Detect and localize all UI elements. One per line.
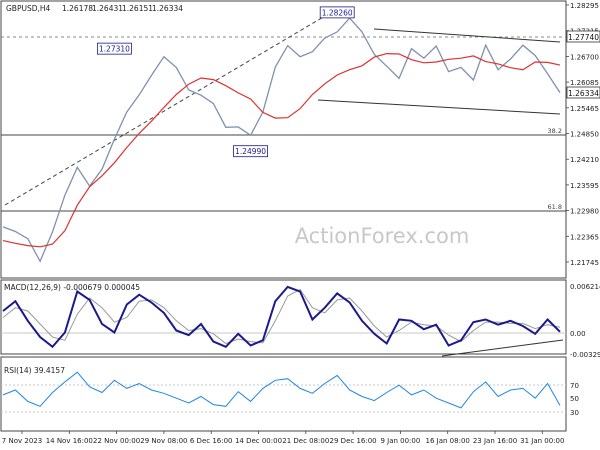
annotation-box — [97, 42, 132, 55]
x-tick-label: 31 Jan 00:00 — [520, 437, 564, 445]
annotation-label: 1.27310 — [99, 45, 130, 54]
price-panel-frame — [0, 0, 567, 279]
moving-average-line — [2, 52, 561, 248]
price-tick-label: 1.25465 — [570, 105, 599, 113]
macd-trend-line — [441, 339, 564, 357]
x-tick-label: 9 Jan 00:00 — [380, 437, 420, 445]
x-tick-label: 29 Dec 16:00 — [330, 437, 377, 445]
x-tick-label: 21 Dec 08:00 — [282, 437, 329, 445]
ohlc-open: 1.26178 — [62, 4, 93, 13]
channel-bottom-line — [317, 99, 561, 115]
price-tick-label: 1.22365 — [570, 233, 599, 241]
x-tick-label: 14 Dec 00:00 — [235, 437, 282, 445]
x-tick-label: 7 Nov 2023 — [2, 437, 42, 445]
x-tick-label: 16 Jan 08:00 — [426, 437, 470, 445]
watermark: ActionForex.com — [295, 224, 470, 248]
chart-title: GBPUSD,H4 — [6, 4, 51, 13]
annotation-label: 1.28260 — [322, 8, 353, 17]
macd-tick-label: 0.00 — [570, 330, 586, 338]
x-tick-label: 29 Nov 08:00 — [140, 437, 187, 445]
price-annotation: 1.27310 — [97, 42, 132, 55]
macd-axis: 0.006214 0.00 -0.003292 — [570, 283, 600, 359]
channel-top-line — [373, 28, 561, 43]
current-price-box — [566, 86, 600, 99]
x-tick-label: 14 Nov 16:00 — [46, 437, 93, 445]
line-label-box — [566, 30, 600, 43]
price-tick-label: 1.24210 — [570, 156, 599, 164]
price-tick-label: 1.24850 — [570, 131, 599, 139]
price-annotations: 1.28260 1.27310 1.24990 — [97, 6, 355, 158]
price-series-line — [2, 17, 561, 263]
macd-main-line — [2, 285, 561, 349]
rsi-line — [2, 371, 561, 409]
ohlc-high: 1.26431 — [92, 4, 123, 13]
current-price-text: 1.26334 — [568, 89, 599, 98]
x-tick-label: 23 Jan 16:00 — [473, 437, 517, 445]
price-tick-label: 1.26085 — [570, 79, 599, 87]
annotation-box — [319, 6, 355, 19]
price-header: GBPUSD,H4 1.26178 1.26431 1.26151 1.2633… — [6, 4, 183, 13]
macd-title: MACD(12,26,9) -0.000679 0.000045 — [4, 283, 140, 292]
trend-line-dashed — [4, 15, 326, 206]
line-label-text: 1.27740 — [568, 33, 599, 42]
price-tick-label: 1.22980 — [570, 208, 599, 216]
price-annotation: 1.24990 — [233, 145, 268, 158]
annotation-label: 1.24990 — [235, 147, 266, 156]
macd-tick-label: -0.003292 — [570, 351, 600, 359]
rsi-tick-label: 50 — [570, 395, 579, 403]
annotation-box — [233, 145, 268, 158]
price-annotation: 1.28260 — [319, 6, 355, 19]
price-tick-label: 1.21745 — [570, 259, 599, 267]
rsi-axis: 70 50 30 — [570, 382, 579, 417]
macd-signal-line — [2, 288, 561, 345]
x-axis: 7 Nov 2023 14 Nov 16:00 22 Nov 00:00 29 Nov… — [2, 431, 564, 445]
ohlc-low: 1.26151 — [122, 4, 153, 13]
price-tick-label: 1.26700 — [570, 53, 599, 61]
price-tick-label: 1.28295 — [570, 2, 599, 10]
rsi-tick-label: 30 — [570, 409, 579, 417]
rsi-tick-label: 70 — [570, 382, 579, 390]
price-tick-label: 1.23595 — [570, 182, 599, 190]
fib-38-label: 38.2 — [548, 127, 562, 135]
rsi-panel-frame — [0, 356, 567, 432]
ohlc-close: 1.26334 — [152, 4, 183, 13]
x-tick-label: 22 Nov 00:00 — [93, 437, 140, 445]
rsi-title: RSI(14) 39.4157 — [4, 366, 65, 375]
fib-61-label: 61.8 — [548, 203, 562, 211]
x-tick-label: 6 Dec 16:00 — [190, 437, 233, 445]
macd-tick-label: 0.006214 — [570, 283, 600, 291]
